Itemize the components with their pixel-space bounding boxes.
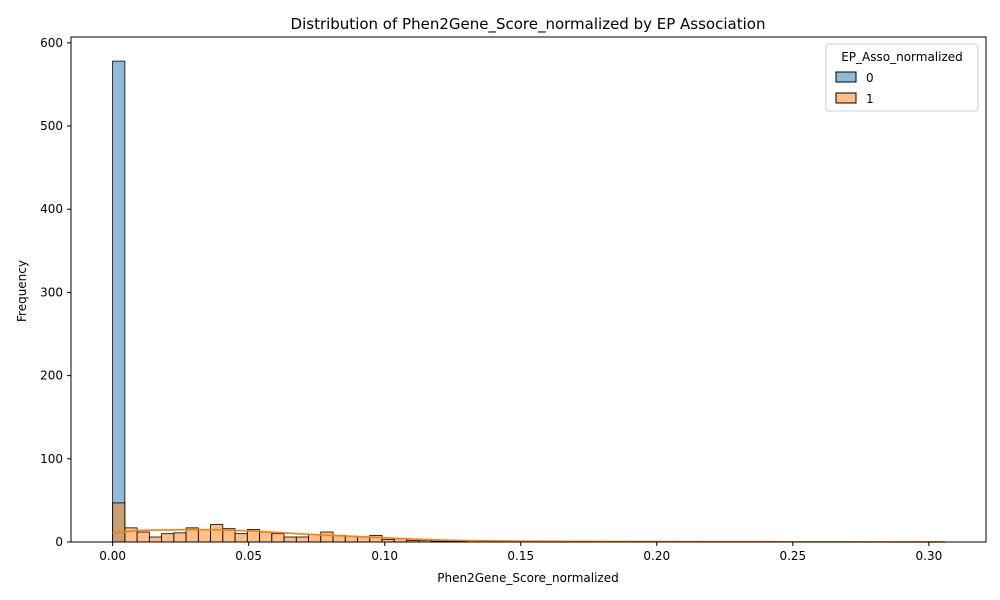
x-axis-ticks: 0.00 0.05 0.10 0.15 0.20 0.25 0.30 <box>99 542 942 563</box>
y-axis-title: Frequency <box>15 260 29 322</box>
x-tick-label: 0.20 <box>643 549 670 563</box>
legend-label-0: 0 <box>866 71 874 85</box>
legend-swatch-0 <box>835 71 857 83</box>
y-axis-ticks: 0 100 200 300 400 500 600 <box>40 36 71 549</box>
plot-area-frame <box>70 36 987 543</box>
x-tick-label: 0.25 <box>779 549 806 563</box>
legend: EP_Asso_normalized 0 1 <box>825 43 979 112</box>
y-tick-label: 400 <box>40 202 63 216</box>
bar-series-1-bin-12 <box>259 531 273 543</box>
y-tick-label: 200 <box>40 369 63 383</box>
bar-series-1-bin-13 <box>271 533 285 543</box>
bar-series-1-bin-3 <box>148 536 163 543</box>
bar-series-1-bin-14 <box>283 536 297 543</box>
legend-title: EP_Asso_normalized <box>841 50 963 64</box>
bar-series-1-bin-5 <box>173 532 187 543</box>
bar-series-1-bin-0 <box>112 502 126 543</box>
y-tick-label: 300 <box>40 285 63 299</box>
bar-series-1-bin-8 <box>210 524 224 543</box>
bar-series-0-bin-0 <box>112 60 126 543</box>
y-tick-label: 100 <box>40 452 63 466</box>
bar-series-1-bin-2 <box>136 531 150 543</box>
bar-series-1-bin-10 <box>234 533 248 543</box>
series-0-bars <box>112 60 126 543</box>
bar-series-1-bin-17 <box>320 531 334 543</box>
x-tick-label: 0.00 <box>99 549 126 563</box>
bar-series-1-bin-15 <box>295 536 309 543</box>
x-tick-label: 0.10 <box>371 549 398 563</box>
x-axis-title: Phen2Gene_Score_normalized <box>437 571 618 585</box>
bar-series-1-bin-16 <box>308 534 322 543</box>
y-tick-label: 600 <box>40 36 63 50</box>
legend-box <box>825 43 979 112</box>
legend-label-1: 1 <box>866 92 874 106</box>
y-tick-label: 0 <box>55 535 63 549</box>
x-tick-label: 0.15 <box>507 549 534 563</box>
bar-series-1-bin-4 <box>161 533 175 543</box>
chart-title: Distribution of Phen2Gene_Score_normaliz… <box>291 15 766 34</box>
y-tick-label: 500 <box>40 119 63 133</box>
bar-series-1-bin-7 <box>197 529 211 543</box>
legend-swatch-1 <box>835 92 857 104</box>
x-tick-label: 0.05 <box>235 549 262 563</box>
x-tick-label: 0.30 <box>916 549 943 563</box>
bar-series-1-bin-21 <box>369 534 383 543</box>
